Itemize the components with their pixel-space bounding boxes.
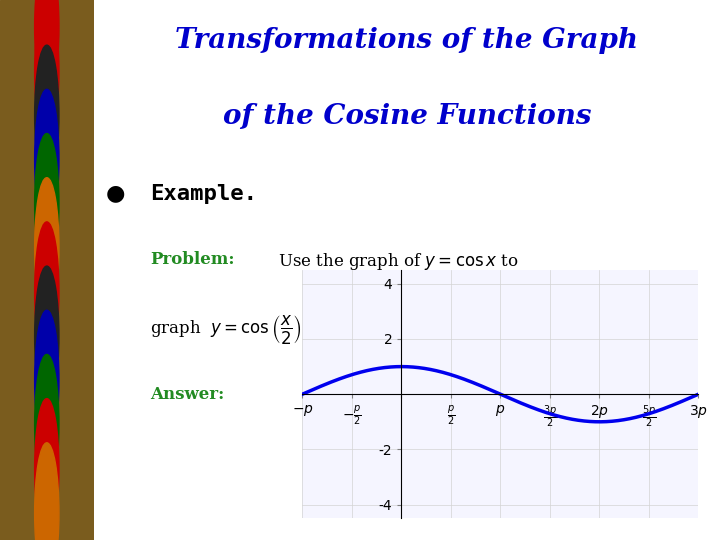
Circle shape — [35, 45, 59, 186]
Circle shape — [35, 310, 59, 451]
Circle shape — [35, 443, 59, 540]
Text: of the Cosine Functions: of the Cosine Functions — [222, 103, 591, 130]
Circle shape — [35, 178, 59, 318]
Circle shape — [35, 0, 59, 97]
Circle shape — [35, 1, 59, 141]
Text: Use the graph of $y = \cos x$ to: Use the graph of $y = \cos x$ to — [279, 251, 519, 272]
Text: ●: ● — [106, 184, 125, 204]
Text: Transformations of the Graph: Transformations of the Graph — [175, 27, 639, 54]
Circle shape — [35, 89, 59, 230]
Text: Example.: Example. — [150, 184, 257, 204]
Circle shape — [35, 222, 59, 362]
Circle shape — [35, 266, 59, 407]
Circle shape — [35, 399, 59, 539]
Text: Problem:: Problem: — [150, 251, 235, 268]
Circle shape — [35, 133, 59, 274]
Text: graph  $y = \cos \left(\dfrac{x}{2}\right)$: graph $y = \cos \left(\dfrac{x}{2}\right… — [150, 313, 302, 346]
Text: Answer:: Answer: — [150, 386, 224, 403]
Circle shape — [35, 354, 59, 495]
